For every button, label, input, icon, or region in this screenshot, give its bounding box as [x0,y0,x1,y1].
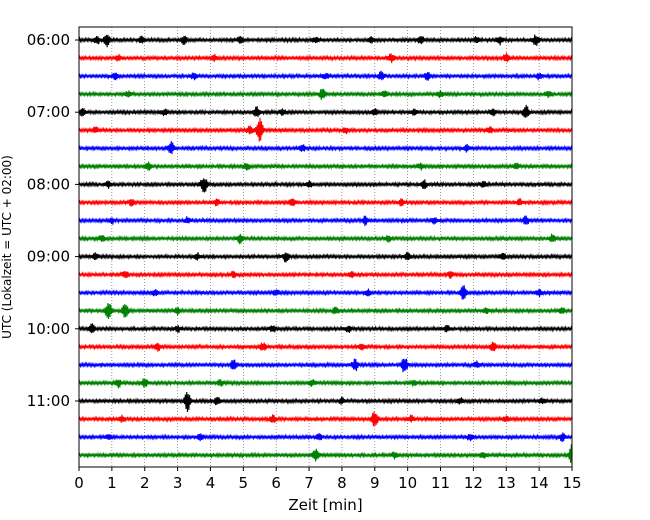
seismic-trace-0645 [78,88,573,100]
seismic-trace-0730 [78,141,573,155]
x-tick-label: 9 [370,474,380,492]
x-tick-label: 7 [304,474,314,492]
seismic-trace-0915 [78,270,573,280]
x-tick-label: 12 [464,474,483,492]
seismic-trace-0930 [78,285,573,300]
x-tick-label: 11 [431,474,450,492]
seismic-trace-1045 [78,378,573,389]
seismic-trace-1000 [78,323,573,334]
seismic-trace-1130 [78,432,573,443]
x-tick-label: 14 [530,474,549,492]
y-axis-label: UTC (Lokalzeit = UTC + 02:00) [0,155,14,339]
seismic-trace-0830 [78,215,573,227]
seismic-trace-0815 [78,198,573,207]
x-tick-label: 0 [74,474,84,492]
seismic-trace-0600 [78,34,573,48]
x-tick-label: 6 [271,474,281,492]
seismic-trace-1145 [78,444,573,466]
y-tick-label: 07:00 [27,103,70,121]
seismic-trace-0945 [78,303,573,320]
x-axis-ticks: 0 1 2 3 4 5 6 7 8 9 10 11 12 13 14 15 [74,467,582,492]
y-tick-label: 09:00 [27,248,70,266]
seismic-trace-0845 [78,233,573,245]
seismic-trace-1100 [78,392,573,413]
x-tick-label: 1 [107,474,117,492]
y-tick-label: 11:00 [27,392,70,410]
seismic-trace-0630 [78,70,573,81]
x-tick-label: 4 [206,474,216,492]
seismic-trace-0615 [78,52,573,64]
seismic-trace-1115 [78,411,573,427]
x-axis-label: Zeit [min] [288,496,362,514]
plot-frame [78,26,573,468]
seismic-trace-0745 [78,161,573,171]
y-tick-label: 08:00 [27,175,70,193]
seismic-traces [78,34,573,466]
seismic-trace-0715 [78,117,573,142]
seismic-trace-1015 [78,341,573,352]
vertical-gridlines [111,27,540,467]
x-tick-label: 10 [398,474,417,492]
x-tick-label: 5 [239,474,249,492]
seismic-trace-0900 [78,251,573,263]
x-tick-label: 8 [337,474,347,492]
y-tick-label: 10:00 [27,320,70,338]
y-axis-ticks: 06:00 07:00 08:00 09:00 10:00 11:00 [27,31,79,410]
x-tick-label: 13 [497,474,516,492]
y-tick-label: 06:00 [27,31,70,49]
x-tick-label: 2 [140,474,150,492]
seismic-trace-0800 [78,178,573,193]
seismic-trace-0700 [78,104,573,118]
x-tick-label: 3 [173,474,183,492]
x-tick-label: 15 [562,474,581,492]
seismic-trace-1030 [78,358,573,373]
